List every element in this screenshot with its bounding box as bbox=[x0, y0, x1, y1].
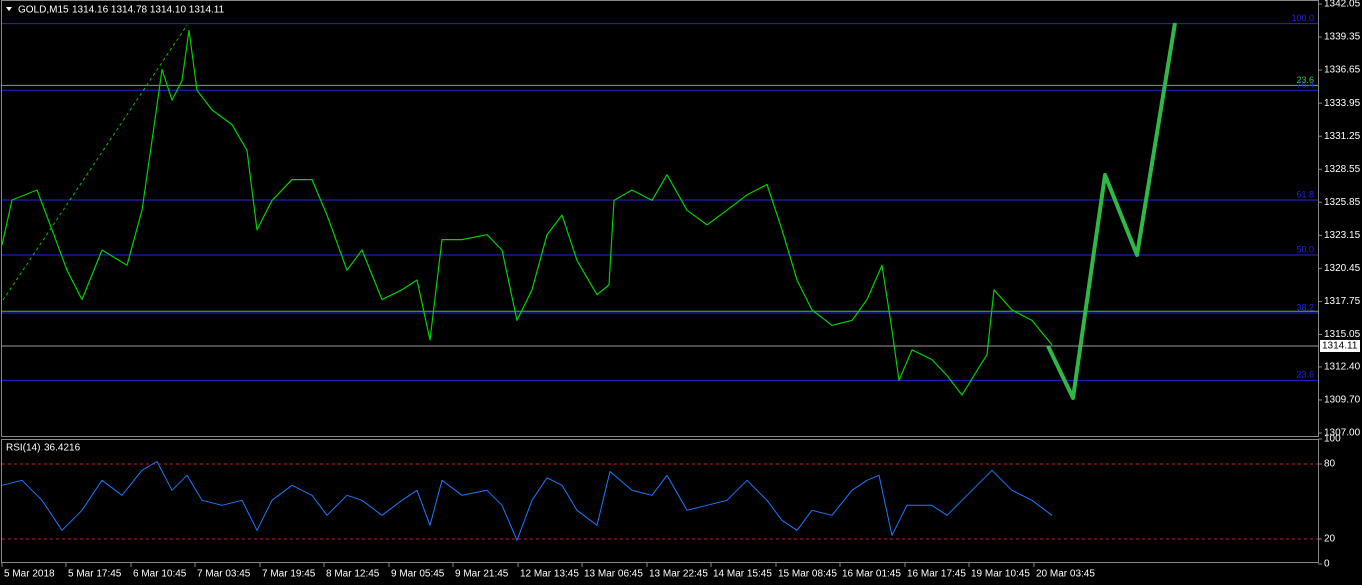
y-tick-label: 80 bbox=[1324, 459, 1336, 470]
y-tick-label: 1331.25 bbox=[1324, 131, 1361, 142]
rsi-pane bbox=[1, 439, 1319, 563]
y-tick-label: 1325.85 bbox=[1324, 197, 1361, 208]
level-label: 38.2 bbox=[1296, 302, 1314, 312]
y-tick-label: 1307.00 bbox=[1324, 428, 1361, 439]
x-tick-label: 5 Mar 2018 bbox=[4, 569, 55, 580]
x-tick-label: 19 Mar 10:45 bbox=[971, 569, 1030, 580]
x-tick-label: 9 Mar 05:45 bbox=[391, 569, 445, 580]
y-tick-label: 1333.95 bbox=[1324, 98, 1361, 109]
level-label: 100.0 bbox=[1291, 13, 1314, 23]
price-line bbox=[1, 29, 1053, 396]
x-tick-label: 8 Mar 12:45 bbox=[326, 569, 380, 580]
y-tick-label: 1315.05 bbox=[1324, 329, 1361, 340]
level-label: 23.6 bbox=[1296, 370, 1314, 380]
x-tick-label: 12 Mar 13:45 bbox=[520, 569, 579, 580]
y-tick-label: 1323.15 bbox=[1324, 230, 1361, 241]
level-label: 61.8 bbox=[1296, 189, 1314, 199]
y-tick-label: 1317.75 bbox=[1324, 296, 1361, 307]
x-tick-label: 16 Mar 17:45 bbox=[907, 569, 966, 580]
y-tick-label: 20 bbox=[1324, 534, 1336, 545]
y-tick-label: 1320.45 bbox=[1324, 263, 1361, 274]
y-tick-label: 1328.55 bbox=[1324, 164, 1361, 175]
price-line bbox=[1046, 22, 1177, 400]
price-pane bbox=[1, 0, 1319, 437]
rsi-value: 36.4216 bbox=[44, 443, 81, 454]
price-line bbox=[2, 24, 188, 301]
y-tick-label: 1312.40 bbox=[1324, 362, 1361, 373]
y-tick-label: 1339.35 bbox=[1324, 32, 1361, 43]
menu-arrow bbox=[6, 7, 12, 11]
last-price-box bbox=[1320, 339, 1360, 352]
y-tick-label: 0 bbox=[1324, 559, 1330, 570]
pane-title: GOLD,M15 bbox=[18, 5, 69, 16]
x-tick-label: 5 Mar 17:45 bbox=[68, 569, 122, 580]
price-line bbox=[1, 461, 1053, 541]
level-label: 76.4 bbox=[1296, 80, 1314, 90]
last-price-label: 1314.11 bbox=[1322, 341, 1358, 352]
pane-title: RSI(14) bbox=[6, 443, 40, 454]
y-tick-label: 1309.70 bbox=[1324, 395, 1361, 406]
x-tick-label: 7 Mar 03:45 bbox=[197, 569, 251, 580]
quote: 1314.16 1314.78 1314.10 1314.11 bbox=[72, 5, 225, 16]
x-tick-label: 9 Mar 21:45 bbox=[455, 569, 509, 580]
x-tick-label: 6 Mar 10:45 bbox=[133, 569, 187, 580]
x-tick-label: 14 Mar 15:45 bbox=[713, 569, 772, 580]
x-tick-label: 15 Mar 08:45 bbox=[778, 569, 837, 580]
x-tick-label: 20 Mar 03:45 bbox=[1036, 569, 1095, 580]
y-tick-label: 1336.65 bbox=[1324, 65, 1361, 76]
x-tick-label: 16 Mar 01:45 bbox=[842, 569, 901, 580]
x-tick-label: 13 Mar 22:45 bbox=[649, 569, 708, 580]
level-label: 23.6 bbox=[1296, 75, 1314, 85]
y-tick-label: 100 bbox=[1324, 434, 1341, 445]
x-tick-label: 7 Mar 19:45 bbox=[262, 569, 316, 580]
y-tick-label: 1342.05 bbox=[1324, 0, 1361, 10]
x-tick-label: 13 Mar 06:45 bbox=[584, 569, 643, 580]
level-label: 50.0 bbox=[1296, 244, 1314, 254]
